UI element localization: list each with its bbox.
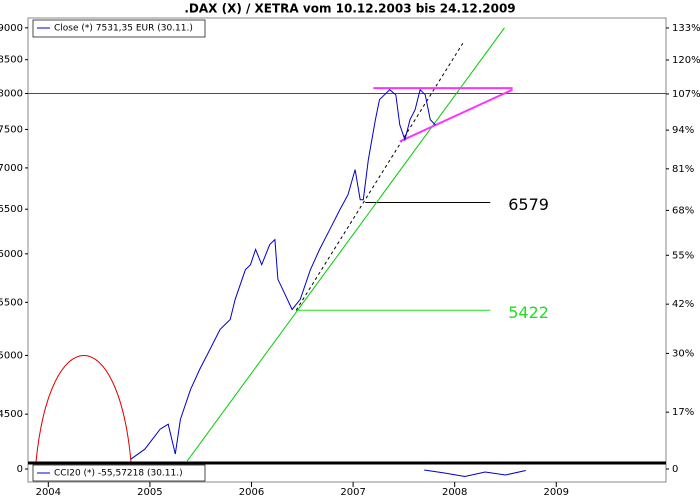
y2-tick-label: 81% (672, 164, 694, 175)
y-tick-label: 6500 (0, 204, 23, 215)
y-tick-label: 9000 (0, 23, 23, 34)
legend-label: Close (*) 7531,35 EUR (30.11.) (54, 24, 193, 34)
y-tick-label: 8000 (0, 88, 23, 99)
y-tick-label: 7500 (0, 124, 23, 135)
trend-line (186, 27, 505, 462)
y2-tick-label: 0 (672, 464, 678, 475)
x-tick-label: 2006 (239, 487, 264, 498)
plot-frame (27, 17, 667, 483)
y2-tick-label: 55% (672, 250, 694, 261)
x-tick-label: 2009 (544, 487, 569, 498)
y2-tick-label: 133% (672, 23, 700, 34)
y2-tick-label: 107% (672, 89, 700, 100)
x-tick-label: 2008 (442, 487, 467, 498)
y2-tick-label: 68% (672, 205, 694, 216)
y-tick-label: 4500 (0, 409, 23, 420)
series-line (130, 88, 436, 460)
y-tick-label: 8500 (0, 55, 23, 66)
trend-line (295, 42, 464, 311)
cycle-arc (35, 355, 132, 462)
y-tick-label: 0 (17, 464, 23, 475)
level-label: 5422 (508, 303, 549, 322)
y2-tick-label: 94% (672, 125, 694, 136)
x-tick-label: 2005 (137, 487, 162, 498)
y2-tick-label: 30% (672, 348, 694, 359)
x-tick-label: 2007 (340, 487, 365, 498)
chart-title: .DAX (X) / XETRA vom 10.12.2003 bis 24.1… (184, 2, 515, 16)
y-tick-label: 5500 (0, 297, 23, 308)
y2-tick-label: 17% (672, 407, 694, 418)
legend-box (32, 464, 206, 482)
trend-line (399, 88, 514, 143)
y-tick-label: 6000 (0, 249, 23, 260)
y2-tick-label: 42% (672, 299, 694, 310)
legend-box (32, 19, 206, 38)
y-tick-label: 7000 (0, 163, 23, 174)
level-label: 6579 (508, 195, 549, 214)
x-tick-label: 2004 (36, 487, 61, 498)
series-line (424, 469, 526, 478)
legend-label: CCI20 (*) -55,57218 (30.11.) (54, 469, 183, 479)
y-tick-label: 5000 (0, 350, 23, 361)
y2-tick-label: 120% (672, 55, 700, 66)
